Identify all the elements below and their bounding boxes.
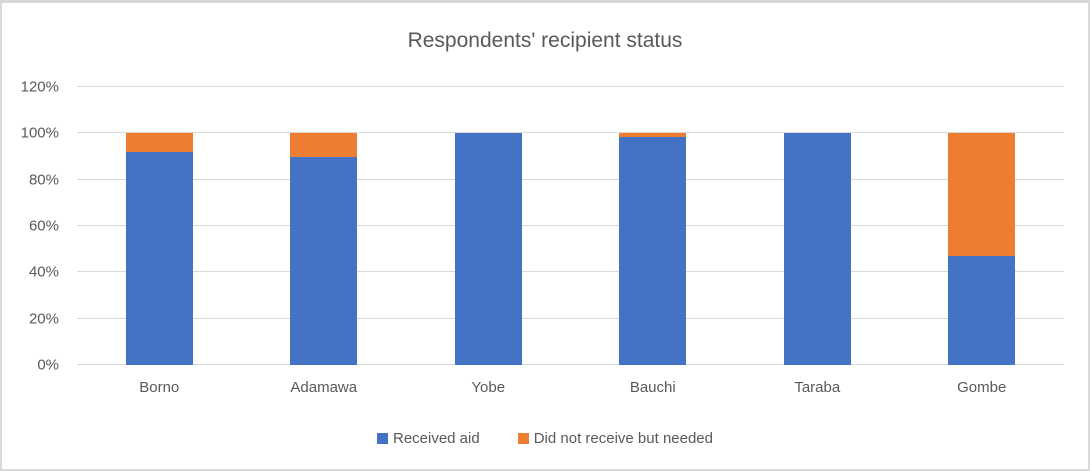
bar-segment (783, 133, 851, 365)
gridline (77, 132, 1064, 134)
y-axis-label: 40% (28, 263, 59, 281)
x-axis-label: Bauchi (629, 379, 676, 396)
y-axis-label: 60% (28, 217, 59, 235)
gridlines (77, 86, 1064, 365)
bar-segment (290, 133, 358, 157)
bar-gombe (948, 133, 1016, 365)
gridline (77, 364, 1064, 365)
bar-borno (125, 133, 193, 365)
y-axis-label: 80% (28, 171, 59, 189)
bars (77, 87, 1064, 365)
y-axis: 0% 20% 40% 60% 80% 100% 120% (2, 80, 64, 373)
legend-item: Did not receive but needed (517, 430, 713, 447)
y-axis-label: 20% (28, 310, 59, 328)
bar-yobe (454, 133, 522, 365)
legend-label: Did not receive but needed (533, 430, 713, 447)
bar-slot (242, 87, 407, 365)
gridline (77, 86, 1064, 87)
y-axis-label: 120% (20, 78, 59, 96)
bar-slot (900, 87, 1065, 365)
bar-taraba (783, 133, 851, 365)
bar-segment (619, 136, 687, 365)
legend-swatch (376, 433, 388, 444)
gridline (77, 178, 1064, 180)
legend: Received aid Did not receive but needed (2, 430, 1088, 447)
x-axis-label: Borno (139, 379, 180, 396)
bar-bauchi (619, 133, 687, 365)
bar-segment (619, 133, 687, 137)
legend-label: Received aid (392, 430, 480, 447)
bar-segment (454, 133, 522, 365)
gridline (77, 225, 1064, 226)
legend-swatch (517, 433, 529, 444)
x-axis-label: Taraba (794, 379, 841, 396)
legend-item: Received aid (376, 430, 480, 447)
bar-slot (735, 87, 900, 365)
y-axis-label: 100% (20, 124, 59, 142)
plot-area (77, 86, 1064, 365)
bar-segment (125, 151, 193, 365)
bar-segment (290, 156, 358, 365)
bar-segment (948, 133, 1016, 257)
bar-slot (406, 87, 571, 365)
x-axis: Borno Adamawa Yobe Bauchi Taraba Gombe (77, 379, 1064, 396)
bar-slot (77, 87, 242, 365)
bar-segment (125, 133, 193, 152)
x-axis-label: Gombe (957, 379, 1007, 396)
y-axis-label: 0% (37, 356, 59, 374)
bar-segment (948, 256, 1016, 365)
x-axis-label: Yobe (471, 379, 506, 396)
gridline (77, 317, 1064, 319)
gridline (77, 271, 1064, 273)
x-axis-label: Adamawa (290, 379, 358, 396)
bar-slot (571, 87, 736, 365)
chart-title: Respondents' recipient status (407, 29, 683, 52)
bar-adamawa (290, 133, 358, 365)
